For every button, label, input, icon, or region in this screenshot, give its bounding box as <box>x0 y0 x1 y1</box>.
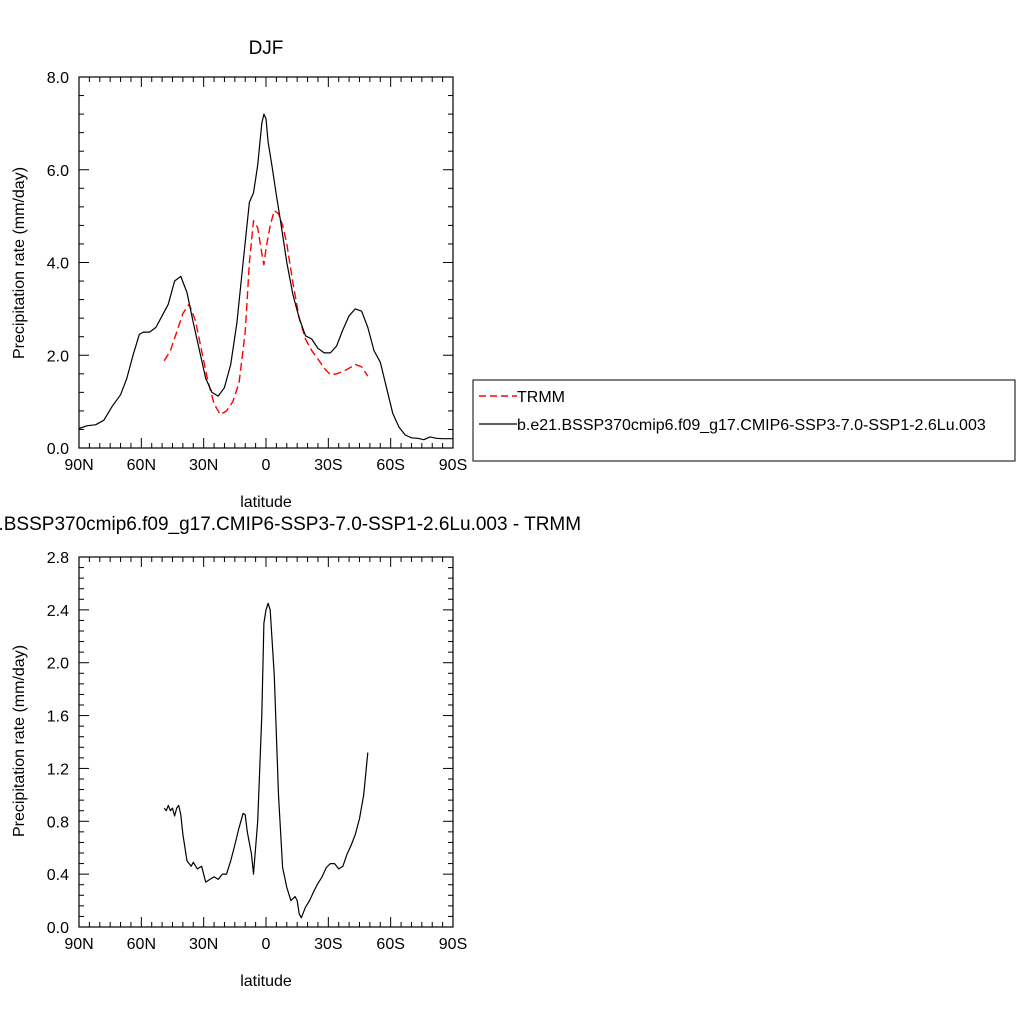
top-chart-axes: 90N 60N 30N 0 30S 60S 90S 0.0 2.0 4.0 6.0 8.0 <box>47 70 467 474</box>
bottom-y-tick-label: 2.0 <box>47 656 69 673</box>
bottom-x-tick-label: 30N <box>189 936 218 953</box>
bottom-chart-ylabel: Precipitation rate (mm/day) <box>11 645 28 837</box>
top-trmm-series-line <box>163 209 369 416</box>
top-chart-series <box>78 113 453 441</box>
bottom-y-tick-label: 2.8 <box>47 550 69 567</box>
bottom-x-tick-label: 60S <box>376 936 404 953</box>
bottom-difference-series-line <box>163 602 369 919</box>
bottom-y-tick-label: 0.8 <box>47 814 69 831</box>
top-x-tick-label: 0 <box>262 457 271 474</box>
top-x-tick-label: 30S <box>314 457 342 474</box>
top-plot-frame <box>78 76 454 449</box>
legend: TRMM b.e21.BSSP370cmip6.f09_g17.CMIP6-SS… <box>472 379 1016 462</box>
bottom-x-tick-label: 60N <box>127 936 156 953</box>
bottom-chart-xlabel: latitude <box>240 973 292 990</box>
bottom-x-tick-label: 30S <box>314 936 342 953</box>
bottom-chart-series <box>163 602 369 919</box>
bottom-y-tick-label: 1.2 <box>47 761 69 778</box>
bottom-x-tick-label: 0 <box>262 936 271 953</box>
panel-bottom: b.e21.BSSP370cmip6.f09_g17.CMIP6-SSP3-7.… <box>0 514 581 990</box>
top-chart-ylabel: Precipitation rate (mm/day) <box>11 167 28 359</box>
top-chart-xlabel: latitude <box>240 494 292 511</box>
legend-label-model: b.e21.BSSP370cmip6.f09_g17.CMIP6-SSP3-7.… <box>517 417 986 434</box>
bottom-chart-title: b.e21.BSSP370cmip6.f09_g17.CMIP6-SSP3-7.… <box>0 514 581 535</box>
top-y-tick-label: 6.0 <box>47 163 69 180</box>
top-y-tick-label: 4.0 <box>47 256 69 273</box>
top-x-tick-label: 90N <box>64 457 93 474</box>
top-y-tick-label: 8.0 <box>47 70 69 87</box>
top-model-series-line <box>78 113 453 441</box>
bottom-x-tick-label: 90N <box>64 936 93 953</box>
top-y-tick-label: 0.0 <box>47 441 69 458</box>
legend-label-trmm: TRMM <box>517 389 565 406</box>
panel-top: DJF 90N 60N 30N 0 30S 60S 90S 0.0 2.0 4.0 6.0 8.0 l… <box>11 38 467 511</box>
bottom-chart-axes: 90N 60N 30N 0 30S 60S 90S 0.0 0.4 0.8 1.2 1.6 2.0 2.4… <box>47 550 467 953</box>
bottom-y-tick-label: 0.4 <box>47 867 69 884</box>
top-x-tick-label: 60N <box>127 457 156 474</box>
top-x-tick-label: 30N <box>189 457 218 474</box>
bottom-y-tick-label: 1.6 <box>47 709 69 726</box>
top-y-tick-label: 2.0 <box>47 348 69 365</box>
bottom-y-tick-label: 0.0 <box>47 920 69 937</box>
top-chart-title: DJF <box>249 38 284 59</box>
top-x-tick-label: 90S <box>439 457 467 474</box>
bottom-x-tick-label: 90S <box>439 936 467 953</box>
top-x-tick-label: 60S <box>376 457 404 474</box>
legend-box <box>472 379 1016 462</box>
bottom-y-tick-label: 2.4 <box>47 603 69 620</box>
